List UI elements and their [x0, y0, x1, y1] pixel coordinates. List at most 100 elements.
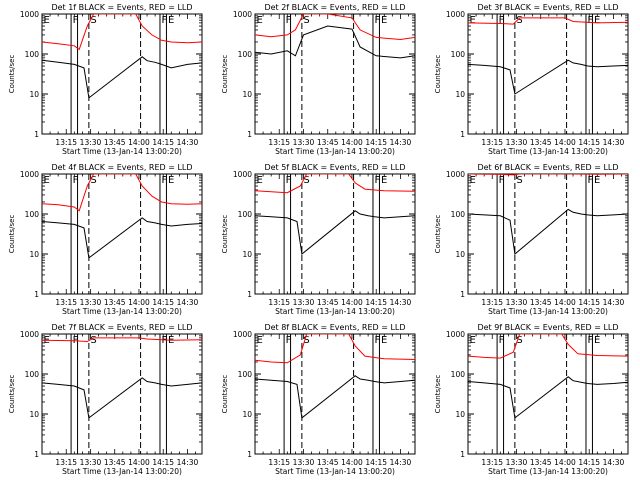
- y-axis-label: Counts/sec: [221, 55, 229, 94]
- event-marker-label: E: [594, 335, 600, 346]
- panel-title: Det 7f BLACK = Events, RED = LLD: [51, 323, 192, 332]
- x-tick-label: 14:15: [365, 298, 387, 307]
- x-tick-label: 14:00: [341, 298, 363, 307]
- panel-title: Det 2f BLACK = Events, RED = LLD: [264, 3, 405, 12]
- panel-title: Det 8f BLACK = Events, RED = LLD: [264, 323, 405, 332]
- panel-title: Det 9f BLACK = Events, RED = LLD: [477, 323, 618, 332]
- x-tick-label: 14:15: [578, 458, 600, 467]
- detector-panel: Det 2f BLACK = Events, RED = LLD 1 10 100 10…: [221, 3, 415, 156]
- event-marker-label: E: [44, 15, 50, 26]
- y-tick-label: 1: [34, 450, 39, 459]
- x-axis-label: Start Time (13-Jan-14 13:00:20): [275, 467, 395, 476]
- y-tick-label: 10: [242, 90, 252, 99]
- detector-panel: Det 4f BLACK = Events, RED = LLD 1 10 100 10…: [8, 163, 202, 316]
- x-axis-label: Start Time (13-Jan-14 13:00:20): [488, 147, 608, 156]
- x-tick-label: 13:30: [506, 138, 528, 147]
- y-tick-label: 1: [460, 130, 465, 139]
- y-tick-label: 1: [34, 130, 39, 139]
- x-tick-label: 13:15: [55, 138, 77, 147]
- x-tick-label: 13:15: [481, 298, 503, 307]
- y-tick-label: 1000: [233, 170, 252, 179]
- x-tick-label: 14:00: [128, 298, 150, 307]
- y-tick-label: 1000: [446, 330, 465, 339]
- y-tick-label: 1: [460, 290, 465, 299]
- x-tick-label: 13:15: [268, 458, 290, 467]
- x-tick-label: 14:00: [341, 138, 363, 147]
- y-tick-label: 1: [247, 450, 252, 459]
- detector-panel: Det 1f BLACK = Events, RED = LLD 1 10 100 10…: [8, 3, 202, 156]
- events-series-line: [468, 377, 628, 418]
- x-axis-label: Start Time (13-Jan-14 13:00:20): [62, 467, 182, 476]
- x-tick-label: 13:15: [481, 138, 503, 147]
- y-tick-label: 10: [455, 250, 465, 259]
- lld-series-line: [42, 14, 202, 49]
- events-series-line: [255, 376, 415, 418]
- x-tick-label: 14:30: [390, 138, 412, 147]
- x-tick-label: 14:30: [177, 298, 199, 307]
- y-tick-label: 10: [242, 410, 252, 419]
- events-series-line: [255, 26, 415, 58]
- event-marker-label: E: [168, 175, 174, 186]
- detector-panel: Det 6f BLACK = Events, RED = LLD11010010…: [434, 163, 628, 316]
- y-tick-label: 10: [29, 250, 39, 259]
- x-tick-label: 13:15: [481, 458, 503, 467]
- y-tick-label: 1000: [233, 10, 252, 19]
- x-tick-label: 14:15: [365, 138, 387, 147]
- x-axis-label: Start Time (13-Jan-14 13:00:20): [62, 147, 182, 156]
- y-axis-label: Counts/sec: [8, 375, 16, 414]
- x-tick-label: 14:15: [578, 138, 600, 147]
- x-tick-label: 13:30: [293, 458, 315, 467]
- y-tick-label: 1000: [20, 330, 39, 339]
- plot-frame: [468, 14, 628, 134]
- x-tick-label: 13:30: [80, 298, 102, 307]
- detector-panel: Det 7f BLACK = Events, RED = LLD 1 10 100 10…: [8, 323, 202, 476]
- y-axis-label: Counts/sec: [221, 215, 229, 254]
- x-tick-label: 13:15: [55, 458, 77, 467]
- event-marker-label: S: [90, 335, 96, 346]
- event-marker-label: S: [303, 175, 309, 186]
- y-axis-label: Counts/sec: [434, 375, 442, 414]
- lld-series-line: [468, 174, 628, 175]
- detector-panel: Det 5f BLACK = Events, RED = LLD11010010…: [221, 163, 415, 316]
- y-tick-label: 1: [247, 130, 252, 139]
- x-axis-label: Start Time (13-Jan-14 13:00:20): [62, 307, 182, 316]
- plot-frame: [42, 334, 202, 454]
- plot-frame: [468, 174, 628, 294]
- x-tick-label: 14:15: [152, 138, 174, 147]
- x-tick-label: 14:00: [554, 138, 576, 147]
- x-tick-label: 13:45: [530, 298, 552, 307]
- y-tick-label: 10: [455, 410, 465, 419]
- x-tick-label: 14:15: [578, 298, 600, 307]
- events-series-line: [42, 218, 202, 258]
- y-tick-label: 1000: [20, 170, 39, 179]
- y-tick-label: 100: [238, 50, 253, 59]
- y-tick-label: 10: [29, 410, 39, 419]
- x-tick-label: 13:30: [293, 138, 315, 147]
- y-tick-label: 100: [25, 50, 40, 59]
- panel-title: Det 3f BLACK = Events, RED = LLD: [477, 3, 618, 12]
- events-series-line: [42, 378, 202, 418]
- event-marker-label: S: [90, 15, 96, 26]
- event-marker-label: E: [381, 175, 387, 186]
- x-tick-label: 14:30: [390, 298, 412, 307]
- x-tick-label: 14:30: [603, 298, 625, 307]
- event-marker-label: E: [381, 15, 387, 26]
- plot-frame: [255, 14, 415, 134]
- plot-frame: [468, 334, 628, 454]
- panel-title: Det 6f BLACK = Events, RED = LLD: [477, 163, 618, 172]
- y-tick-label: 10: [242, 250, 252, 259]
- plot-frame: [42, 174, 202, 294]
- x-axis-label: Start Time (13-Jan-14 13:00:20): [488, 307, 608, 316]
- y-tick-label: 1000: [446, 10, 465, 19]
- y-tick-label: 100: [238, 370, 253, 379]
- x-tick-label: 13:45: [104, 458, 126, 467]
- x-tick-label: 14:00: [341, 458, 363, 467]
- x-tick-label: 14:00: [554, 298, 576, 307]
- x-tick-label: 13:30: [80, 458, 102, 467]
- detector-panel: Det 3f BLACK = Events, RED = LLD11010010…: [434, 3, 628, 156]
- panel-title: Det 5f BLACK = Events, RED = LLD: [264, 163, 405, 172]
- x-axis-label: Start Time (13-Jan-14 13:00:20): [275, 307, 395, 316]
- panel-title: Det 1f BLACK = Events, RED = LLD: [51, 3, 192, 12]
- event-marker-label: S: [303, 15, 309, 26]
